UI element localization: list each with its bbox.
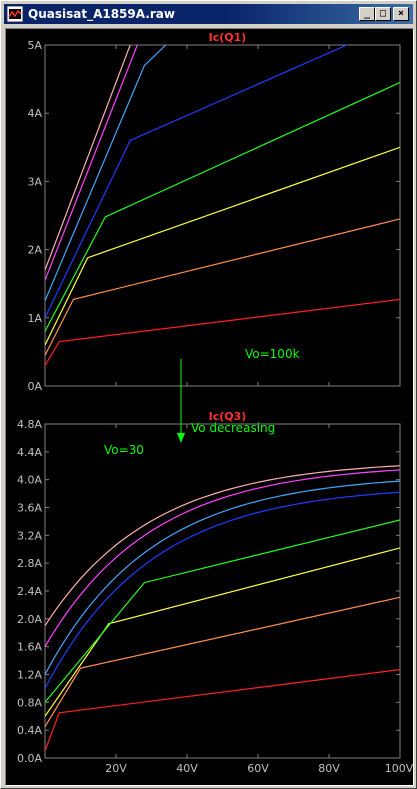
- trace-1-1: [45, 298, 400, 366]
- plot-area[interactable]: Ic(Q1) 0A 1A 2A 3A 4A 5A Vo=100k Ic(Q3) 0.0A 0.4A 0…: [5, 28, 414, 786]
- y-tick-label: 2.4A: [17, 585, 42, 598]
- y-tick-label: 4.8A: [17, 418, 42, 431]
- close-button[interactable]: ×: [393, 7, 409, 21]
- trace-1-3: [45, 146, 400, 346]
- trace-1-4: [45, 81, 400, 332]
- x-tick-label: 20V: [105, 762, 127, 775]
- y-tick-label: 2A: [27, 244, 42, 257]
- y-tick-label: 2.0A: [17, 613, 42, 626]
- maximize-button[interactable]: □: [375, 7, 391, 21]
- trace-2-6: [45, 480, 400, 675]
- trace-title-1: Ic(Q1): [209, 31, 247, 44]
- y-tick-label: 5A: [27, 39, 42, 52]
- plot-frame-1: [44, 44, 401, 387]
- vo-arrow-head: [177, 433, 185, 443]
- x-tick-label: 100V: [385, 762, 413, 775]
- y-tick-label: 4.0A: [17, 474, 42, 487]
- waveform-viewer-icon[interactable]: [7, 6, 23, 22]
- trace-2-4: [45, 519, 400, 703]
- y-tick-label: 4.4A: [17, 446, 42, 459]
- annotation-label: Vo=30: [104, 443, 144, 457]
- x-tick-label: 60V: [247, 762, 269, 775]
- annotation-label: Vo=100k: [245, 347, 300, 361]
- y-tick-label: 1A: [27, 312, 42, 325]
- y-tick-label: 1.6A: [17, 641, 42, 654]
- y-tick-label: 3A: [27, 175, 42, 188]
- annotation-label: Vo decreasing: [191, 421, 275, 435]
- y-tick-label: 1.2A: [17, 669, 42, 682]
- trace-2-3: [45, 547, 400, 717]
- y-tick-label: 4A: [27, 107, 42, 120]
- y-tick-label: 0.0A: [17, 752, 42, 765]
- trace-1-5: [45, 45, 348, 319]
- trace-2-8: [45, 465, 400, 627]
- y-tick-label: 3.6A: [17, 502, 42, 515]
- trace-title-2: Ic(Q3): [209, 410, 247, 423]
- y-tick-label: 0.4A: [17, 724, 42, 737]
- waveform-plot[interactable]: Ic(Q1) 0A 1A 2A 3A 4A 5A Vo=100k Ic(Q3) 0.0A 0.4A 0…: [6, 29, 413, 785]
- y-tick-label: 2.8A: [17, 557, 42, 570]
- minimize-button[interactable]: _: [359, 7, 375, 21]
- trace-1-2: [45, 218, 400, 356]
- x-tick-label: 40V: [176, 762, 198, 775]
- trace-2-7: [45, 469, 400, 648]
- trace-1-7: [45, 45, 138, 281]
- trace-2-5: [45, 491, 400, 689]
- title-bar[interactable]: Quasisat_A1859A.raw _ □ ×: [4, 4, 413, 24]
- y-tick-label: 3.2A: [17, 529, 42, 542]
- trace-1-6: [45, 45, 167, 302]
- trace-2-2: [45, 596, 400, 728]
- y-tick-label: 0.8A: [17, 696, 42, 709]
- trace-1-8: [45, 45, 131, 271]
- x-tick-label: 80V: [318, 762, 340, 775]
- trace-2-1: [45, 669, 400, 752]
- window-title: Quasisat_A1859A.raw: [28, 7, 175, 21]
- y-tick-label: 0A: [27, 380, 42, 393]
